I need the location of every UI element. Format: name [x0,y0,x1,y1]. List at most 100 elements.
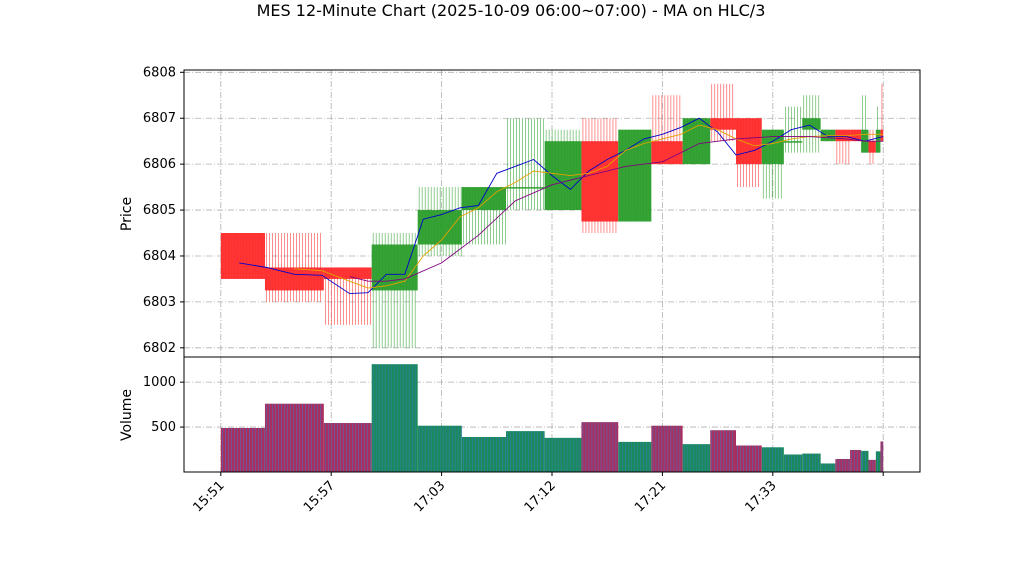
volume-ytick-label: 1000 [143,375,176,390]
candle-body [761,129,784,165]
candle-body [710,118,736,130]
candle-down [736,118,762,188]
price-ytick-label: 6806 [143,157,176,172]
x-tick-label: 17:21 [632,478,669,515]
volume-bar-down [736,445,762,472]
price-ytick-label: 6808 [143,65,176,80]
moving-average-line [294,124,884,289]
candle-body [783,141,803,143]
candle-body [220,233,265,279]
volume-bar-down [835,458,851,472]
candle-down [264,233,324,302]
volume-bar-up [761,447,784,472]
x-axis: 15:51 15:57 17:03 17:12 17:21 17:33 [191,472,884,515]
chart-title: MES 12-Minute Chart (2025-10-09 06:00~07… [257,1,766,20]
volume-ylabel: Volume [119,389,135,441]
volume-bar-up [682,444,711,472]
ma-lines [239,117,884,295]
volume-bars [220,364,884,472]
price-ytick-label: 6807 [143,111,176,126]
candle-body [371,244,418,291]
volume-bar-down [868,459,876,472]
price-ytick-label: 6805 [143,203,176,218]
candle-body [506,187,545,189]
volume-bar [371,364,418,472]
candle-body [682,118,711,165]
moving-average-line [349,136,884,282]
candle-down [880,83,884,142]
candle-down [581,118,619,234]
volume-bar [581,422,619,472]
volume-bar-up [802,453,821,472]
volume-y-axis: 500 1000 [143,375,184,435]
x-tick-label: 17:33 [743,478,780,515]
candle-body [417,210,462,245]
volume-bar-up [506,431,545,472]
volume-bar-down [850,449,862,472]
candle-body [868,141,876,153]
price-ytick-label: 6802 [143,341,176,356]
volume-bar [875,451,881,472]
candle-down [710,83,736,142]
price-ytick-label: 6803 [143,295,176,310]
candle-up [802,95,821,153]
volume-bar [861,450,869,472]
volume-bar-down [880,441,884,472]
volume-bar-up [783,454,803,472]
volume-bar-down [323,423,372,472]
volume-bar-up [820,463,836,472]
volume-bar-up [544,437,582,472]
candle-body [880,129,884,142]
candle-up [544,129,582,211]
volume-bar-up [861,450,869,472]
candle-up [682,118,711,165]
volume-bar [710,430,736,472]
candle-body [736,118,762,165]
volume-ytick-label: 500 [151,420,176,435]
candle-up [783,106,803,153]
volume-panel: 500 1000 Volume [119,356,921,473]
volume-bar-up [618,441,652,472]
volume-bar-up [371,364,418,472]
x-tick-label: 15:51 [191,478,228,515]
candle-body [618,129,652,222]
volume-bar-up [875,451,881,472]
volume-bar [761,447,784,472]
volume-bar [736,445,762,472]
volume-bar [868,459,876,472]
volume-bar [651,425,683,472]
candle-down [220,233,265,279]
candle-down [868,129,876,165]
candle-body [323,267,372,279]
price-panel: 6802 6803 6804 6805 6806 6807 6808 Price [119,65,921,358]
volume-bar [323,423,372,472]
candle-body [651,141,683,165]
x-tick-label: 15:57 [301,478,338,515]
candle-up [371,233,418,348]
volume-bar [264,403,324,472]
candle-body [544,141,582,211]
volume-bar [850,449,862,472]
candle-down [651,95,683,165]
volume-bar-down [581,422,619,472]
x-tick-label: 17:12 [522,478,559,515]
price-ytick-label: 6804 [143,249,176,264]
volume-bar-up [461,436,506,472]
candle-body [264,267,324,291]
price-bars [220,83,884,348]
volume-bar-down [264,403,324,472]
candle-up [618,129,652,222]
moving-average-line [239,117,884,295]
volume-bar [802,453,821,472]
volume-bar-down [220,427,265,472]
volume-bar [544,437,582,472]
candle-up [417,187,462,256]
candle-body [802,118,821,130]
volume-bar-up [417,425,462,472]
price-y-axis: 6802 6803 6804 6805 6806 6807 6808 [143,65,184,356]
volume-bar-down [710,430,736,472]
volume-bar [783,454,803,472]
price-ylabel: Price [119,197,135,231]
candle-body [581,141,619,222]
